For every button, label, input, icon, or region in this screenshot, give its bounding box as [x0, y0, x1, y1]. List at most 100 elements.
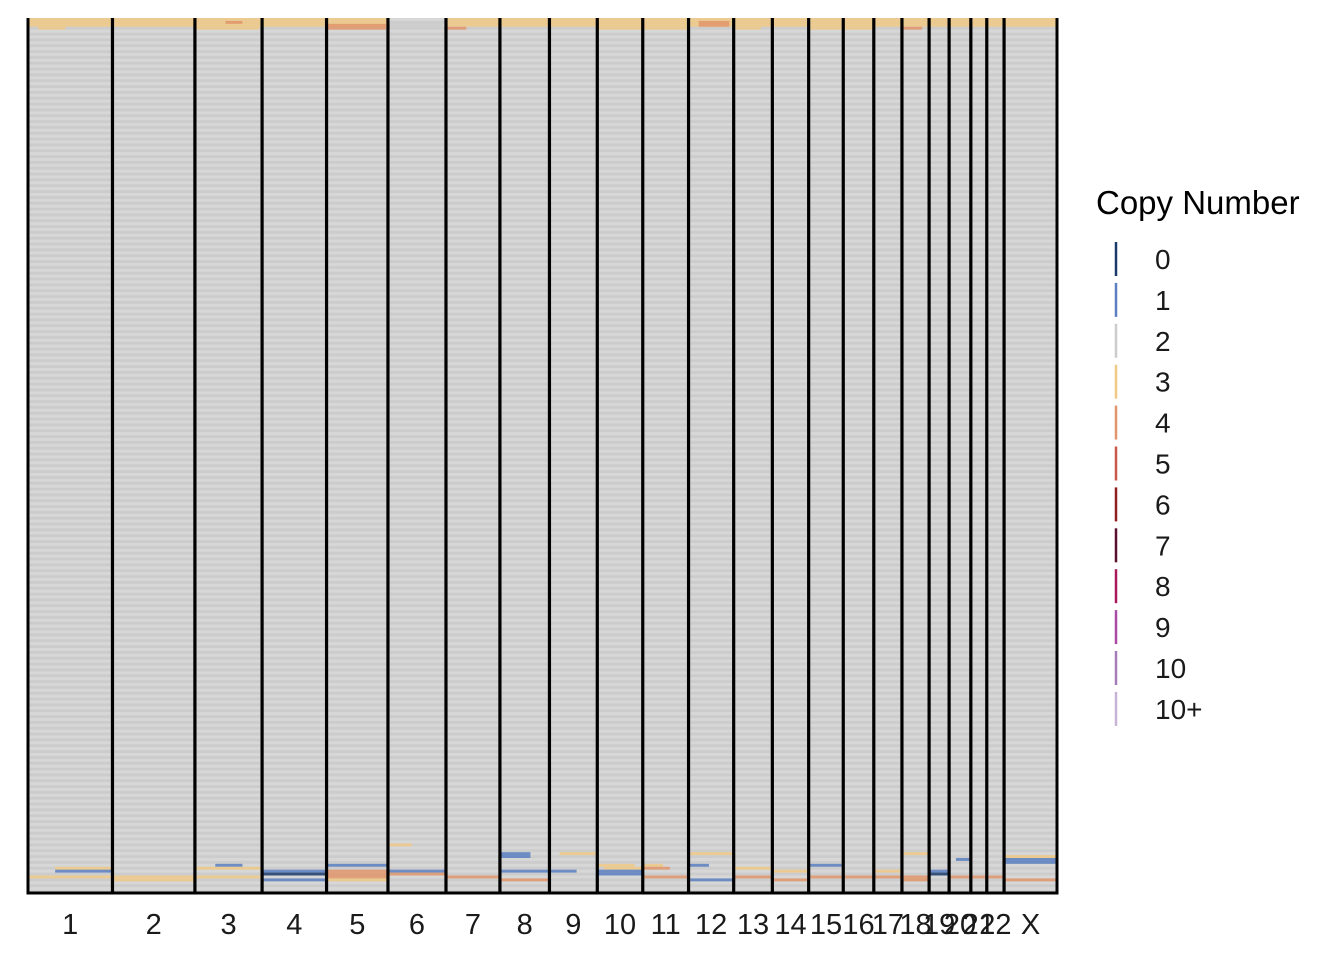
cn-segment-chr1 — [28, 18, 113, 27]
cn-segment-chr8 — [499, 869, 550, 873]
legend-label: 10+ — [1155, 694, 1203, 725]
cn-segment-chr16 — [843, 26, 874, 30]
cn-segment-chr22 — [986, 875, 1005, 879]
chromosome-tick-label: 8 — [517, 909, 533, 941]
cn-segment-chr16 — [843, 18, 874, 27]
chromosome-tick-label: X — [1021, 909, 1040, 941]
cn-segment-chr11 — [642, 875, 689, 879]
chromosome-tick-label: 2 — [146, 909, 162, 941]
legend-label: 1 — [1155, 285, 1171, 316]
chromosome-tick-label: 7 — [465, 909, 481, 941]
cn-segment-chr9 — [549, 18, 598, 27]
cn-segment-chr8 — [499, 852, 531, 858]
chromosome-tick-label: 4 — [286, 909, 302, 941]
cn-segment-chr12 — [698, 20, 730, 27]
chromosome-tick-label: 18 — [899, 909, 931, 941]
cn-segment-chr20 — [955, 858, 971, 861]
cn-segment-chr7 — [445, 26, 467, 30]
cn-segment-chr14 — [772, 18, 809, 27]
cn-segment-chr6 — [387, 23, 443, 30]
cn-segment-chr11 — [642, 18, 689, 27]
legend-label: 9 — [1155, 612, 1171, 643]
cn-segment-chr10 — [597, 18, 643, 27]
cn-segment-chr15 — [808, 863, 844, 867]
cn-segment-chrX — [1004, 855, 1057, 858]
cn-segment-chr13 — [733, 866, 773, 870]
legend-title: Copy Number — [1096, 184, 1300, 221]
legend: Copy Number 0 1 2 3 4 5 6 7 8 9 10 10+ — [1096, 184, 1300, 726]
cn-segment-chr18 — [901, 852, 930, 856]
cn-segment-chr14 — [772, 878, 809, 882]
cn-segment-chr9 — [549, 869, 577, 873]
cn-segment-chr12 — [688, 852, 734, 856]
chromosome-tick-label: 22 — [979, 909, 1011, 941]
cn-segment-chr16 — [843, 875, 874, 879]
cn-segment-chr7 — [445, 875, 500, 879]
cn-segment-chr1 — [28, 875, 113, 879]
cn-segment-chrX — [1004, 878, 1057, 882]
cn-segment-chr19 — [929, 869, 950, 873]
chromosome-tick-label: 10 — [604, 909, 636, 941]
cn-segment-chr12 — [688, 878, 734, 882]
cn-segment-chr6 — [387, 843, 412, 847]
chromosome-tick-label: 14 — [774, 909, 806, 941]
cn-segment-chr1 — [38, 26, 66, 30]
cn-segment-chr4 — [262, 872, 327, 876]
cell-row-stripes — [28, 18, 1057, 891]
legend-label: 4 — [1155, 408, 1171, 439]
chromosome-tick-label: 1 — [62, 909, 78, 941]
chromosome-tick-label: 20 — [944, 909, 976, 941]
cn-segment-chr8 — [499, 878, 550, 882]
cn-segment-chrX — [1004, 858, 1057, 864]
cn-segment-chr13 — [733, 18, 773, 27]
chromosome-tick-label: 11 — [651, 909, 681, 941]
cn-segment-chr4 — [262, 18, 327, 27]
cn-segment-chr3 — [215, 863, 243, 867]
chromosome-tick-label: 21 — [963, 909, 995, 941]
legend-label: 0 — [1155, 244, 1171, 275]
cn-segment-chr18 — [901, 878, 930, 882]
cn-segment-chr10 — [597, 872, 643, 876]
cn-segment-chr3 — [225, 20, 243, 24]
cn-segment-chr5 — [326, 23, 386, 30]
cn-segment-chr3 — [194, 26, 260, 30]
cn-segment-chr2 — [112, 18, 195, 27]
cn-segment-chr4 — [262, 869, 327, 873]
cn-segment-chr10 — [597, 869, 643, 873]
cn-segment-chr21 — [970, 18, 987, 27]
legend-label: 5 — [1155, 449, 1171, 480]
legend-label: 10 — [1155, 653, 1186, 684]
chromosome-tick-label: 17 — [872, 909, 904, 941]
cn-segment-chr1 — [55, 869, 113, 873]
legend-label: 8 — [1155, 571, 1171, 602]
cn-segment-chr20 — [949, 875, 971, 879]
chromosome-tick-label: 5 — [349, 909, 365, 941]
cn-segment-chr14 — [772, 869, 809, 873]
cn-segment-chr1 — [55, 866, 113, 870]
cn-segment-chr9 — [559, 852, 598, 856]
legend-label: 7 — [1155, 530, 1171, 561]
cn-segment-chr4 — [262, 878, 327, 882]
cn-segment-chr11 — [642, 26, 689, 30]
cn-segment-chr5 — [326, 18, 388, 27]
chromosome-tick-label: 6 — [409, 909, 425, 941]
axis — [26, 18, 1059, 895]
cn-segment-chr5 — [326, 878, 388, 882]
cn-segment-chr12 — [688, 863, 709, 867]
cn-segment-chr17 — [873, 875, 902, 879]
chromosome-tick-label: 19 — [923, 909, 955, 941]
cn-segment-chr18 — [901, 875, 930, 879]
cn-segment-chr15 — [808, 875, 844, 879]
cn-segment-chr2 — [112, 875, 195, 879]
cn-segment-chr5 — [326, 875, 388, 879]
cn-segment-chr15 — [808, 26, 844, 30]
cn-segment-chr18 — [901, 26, 923, 30]
chromosome-tick-label: 9 — [565, 909, 581, 941]
cn-segment-chrX — [1004, 18, 1057, 27]
cn-segment-chr10 — [597, 26, 643, 30]
cn-segment-chr22 — [986, 18, 1005, 27]
cn-segment-chr7 — [445, 18, 500, 27]
cn-segment-chr6 — [387, 872, 446, 876]
cn-segment-chr11 — [642, 866, 670, 870]
